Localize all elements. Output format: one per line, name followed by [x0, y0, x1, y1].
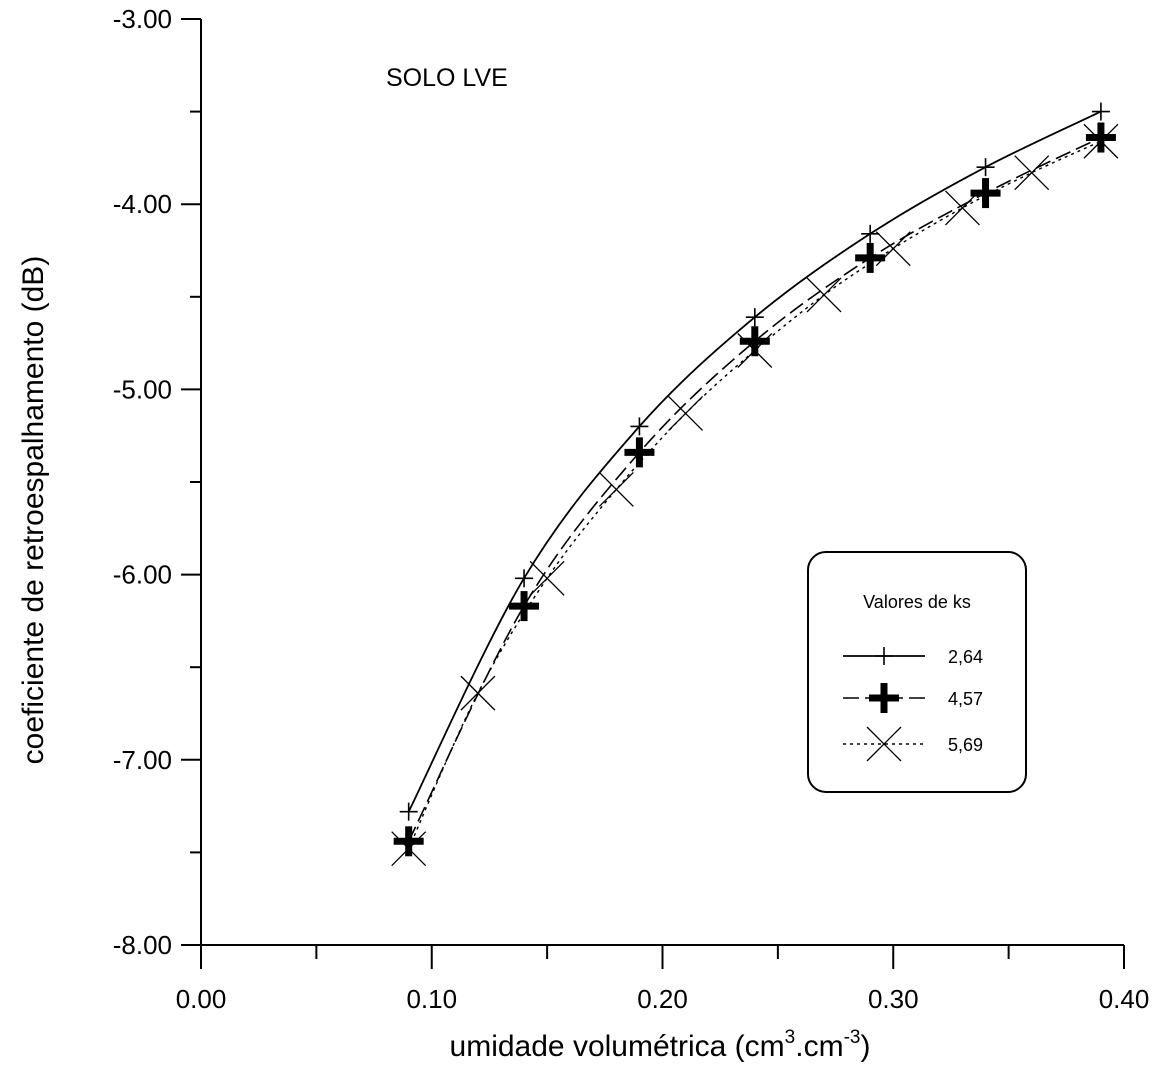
legend-marker [866, 726, 902, 762]
x-tick-label: 0.20 [637, 984, 688, 1014]
legend: Valores de ks 2,64 4,57 5,69 [807, 551, 1027, 793]
legend-label: 2,64 [948, 647, 983, 667]
y-tick-label: -4.00 [113, 189, 172, 219]
legend-label: 4,57 [948, 689, 983, 709]
data-point [393, 826, 424, 857]
y-tick-label: -8.00 [113, 930, 172, 960]
data-point [861, 224, 880, 243]
legend-marker [875, 647, 893, 665]
series-3 [391, 123, 1119, 867]
x-tick-label: 0.40 [1099, 984, 1150, 1014]
data-point [737, 333, 773, 368]
y-tick-label: -6.00 [113, 560, 172, 590]
x-axis-label-end: ) [860, 1030, 870, 1063]
x-axis-label-sup1: 3 [785, 1027, 796, 1048]
data-point [970, 178, 1001, 209]
x-tick-label: 0.00 [176, 984, 227, 1014]
data-point [875, 231, 911, 267]
legend-title: Valores de ks [863, 592, 971, 612]
x-axis-label-mid: .cm [795, 1030, 843, 1063]
data-point [1091, 102, 1110, 121]
chart-annotation: SOLO LVE [386, 64, 508, 92]
series-layer [391, 102, 1119, 867]
data-point [806, 277, 842, 313]
legend-entry: 4,57 [843, 683, 983, 713]
data-point [1083, 123, 1119, 159]
x-axis-label-sup2: -3 [844, 1027, 861, 1048]
legend-box [807, 551, 1027, 793]
data-point [391, 831, 427, 867]
x-tick-label: 0.10 [406, 984, 457, 1014]
x-axis-label: umidade volumétrica (cm3.cm-3) [450, 1027, 871, 1063]
data-point [598, 471, 634, 507]
y-axis-label: coeficiente de retroespalhamento (dB) [17, 256, 50, 765]
y-tick-label: -7.00 [113, 745, 172, 775]
legend-label: 5,69 [948, 735, 983, 755]
data-point [624, 437, 655, 468]
data-point [855, 242, 886, 273]
data-point [668, 396, 704, 431]
data-point [399, 802, 418, 821]
data-point [460, 675, 496, 711]
legend-entry: 5,69 [843, 726, 983, 762]
x-axis-label-main: umidade volumétrica (cm [450, 1030, 785, 1063]
y-tick-label: -5.00 [113, 374, 172, 404]
data-point [630, 417, 649, 436]
y-tick-label: -3.00 [113, 4, 172, 34]
x-tick-label: 0.30 [868, 984, 919, 1014]
data-point [515, 569, 534, 588]
data-point [739, 326, 770, 357]
data-point [745, 308, 764, 327]
legend-entry: 2,64 [843, 647, 983, 667]
legend-marker [869, 683, 899, 713]
series-line-1 [407, 110, 1102, 813]
axes [200, 19, 1124, 946]
y-ticks: -8.00 -7.00 -6.00 -5.00 -4.00 -3.00 [113, 4, 201, 960]
data-point [1085, 122, 1116, 153]
data-point [529, 560, 565, 596]
legend-entries: 2,64 4,57 5,69 [843, 647, 983, 762]
data-point [976, 158, 995, 177]
x-ticks: 0.00 0.10 0.20 0.30 0.40 [176, 945, 1150, 1014]
series-1 [399, 102, 1110, 821]
data-point [1014, 155, 1050, 191]
data-point [945, 190, 980, 226]
data-point [509, 591, 540, 622]
